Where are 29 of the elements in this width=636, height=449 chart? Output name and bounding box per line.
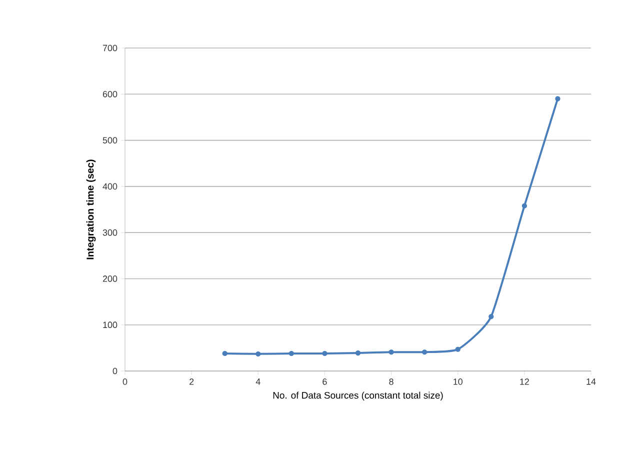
x-tick-label: 12 bbox=[520, 378, 529, 385]
y-tick-label: 300 bbox=[102, 229, 118, 236]
point bbox=[322, 350, 328, 356]
point bbox=[555, 96, 560, 102]
point bbox=[422, 349, 428, 355]
point bbox=[455, 346, 460, 352]
x-tick-label: 0 bbox=[122, 378, 128, 385]
y-tick-label: 700 bbox=[102, 44, 118, 52]
x-tick-label: 14 bbox=[586, 378, 596, 385]
y-tick-label: 200 bbox=[102, 276, 118, 282]
point bbox=[355, 350, 361, 356]
y-tick-label: 0 bbox=[112, 368, 118, 374]
y-tick-label: 500 bbox=[102, 137, 118, 144]
point bbox=[388, 349, 394, 355]
point bbox=[522, 203, 528, 208]
x-axis-title: No. of Data Sources (constant total size) bbox=[273, 392, 443, 401]
point bbox=[288, 350, 294, 356]
x-tick-label: 2 bbox=[190, 378, 194, 385]
x-tick-label: 8 bbox=[389, 378, 394, 385]
y-tick-label: 600 bbox=[102, 90, 118, 98]
y-tick-label: 400 bbox=[102, 183, 118, 190]
y-tick-label: 100 bbox=[103, 322, 118, 328]
point bbox=[222, 350, 228, 356]
point bbox=[488, 314, 494, 320]
y-axis-title: Integration time (sec) bbox=[86, 160, 96, 260]
x-tick-label: 4 bbox=[256, 378, 260, 385]
point bbox=[256, 351, 261, 357]
x-tick-label: 6 bbox=[322, 378, 327, 385]
x-tick-label: 10 bbox=[454, 378, 462, 385]
